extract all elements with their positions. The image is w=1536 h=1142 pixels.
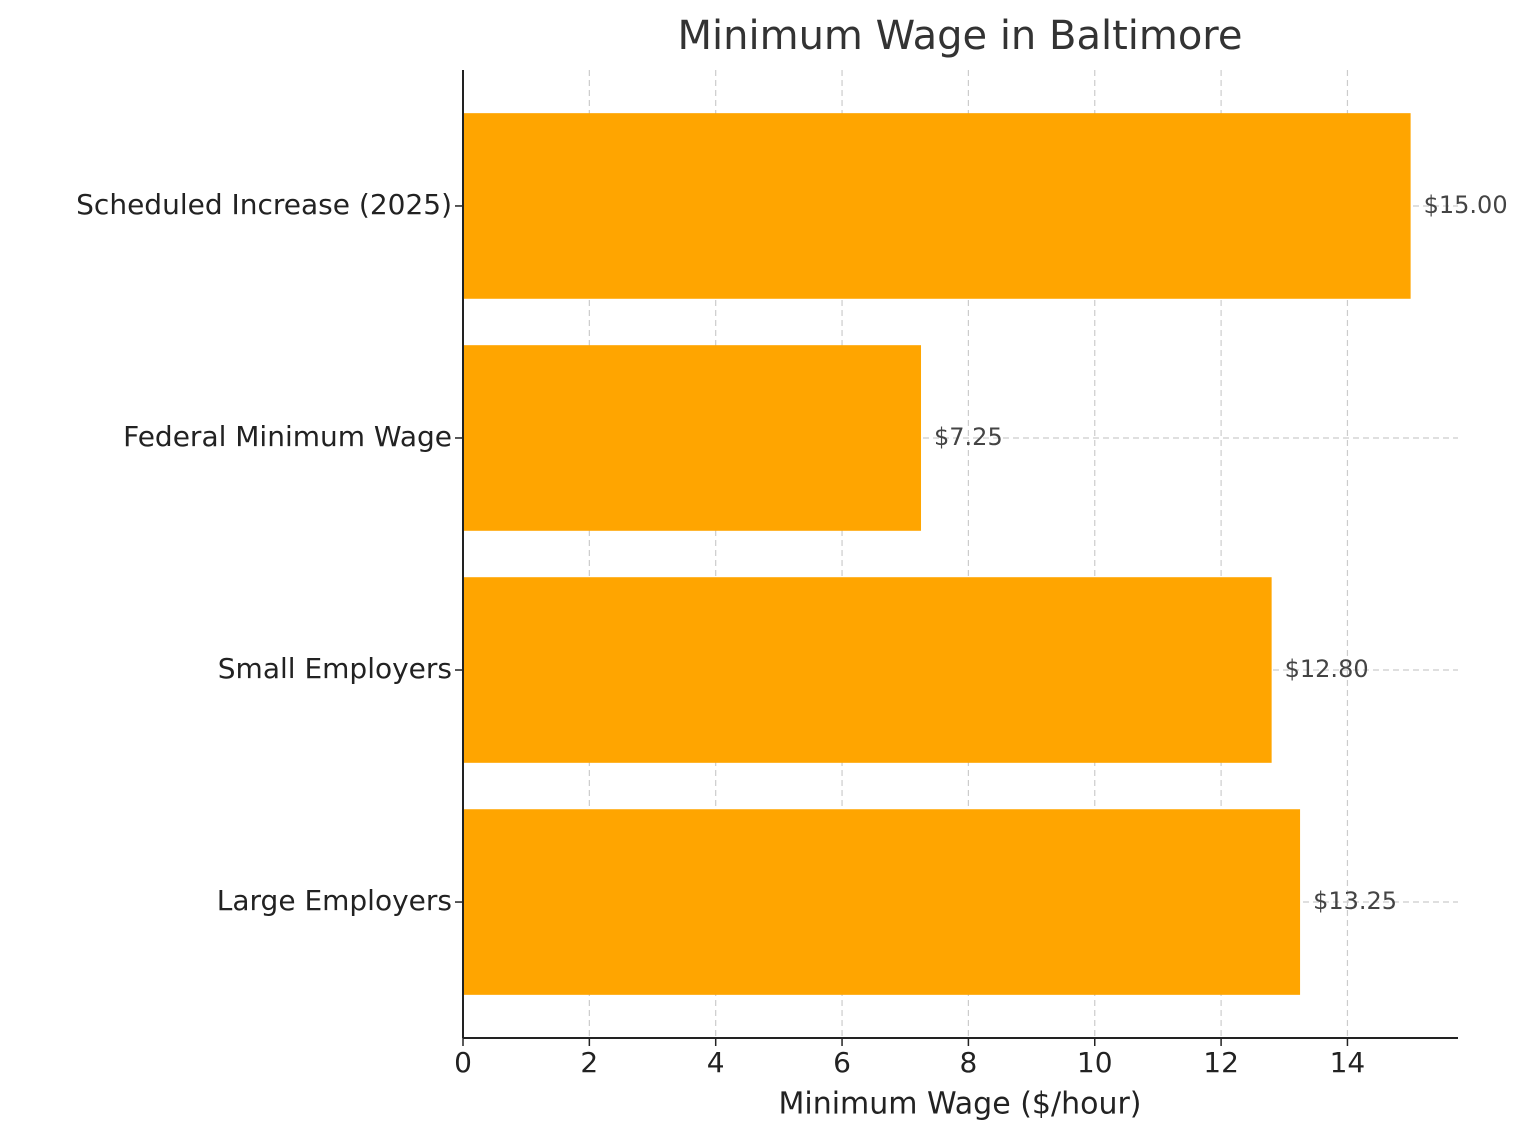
x-axis-label: Minimum Wage ($/hour) [778, 1087, 1141, 1122]
bar [463, 113, 1411, 299]
x-tick-label: 6 [833, 1046, 851, 1079]
y-tick-label: Federal Minimum Wage [123, 420, 452, 453]
x-tick-label: 10 [1077, 1046, 1113, 1079]
bar [463, 577, 1272, 763]
bar [463, 345, 922, 531]
y-tick-label: Small Employers [218, 652, 452, 685]
y-tick-label: Scheduled Increase (2025) [76, 188, 452, 221]
bar [463, 809, 1301, 995]
x-tick-label: 8 [959, 1046, 977, 1079]
value-label: $15.00 [1424, 191, 1508, 219]
chart-title: Minimum Wage in Baltimore [678, 13, 1243, 59]
x-tick-label: 12 [1203, 1046, 1239, 1079]
x-tick-label: 4 [707, 1046, 725, 1079]
x-tick-label: 2 [580, 1046, 598, 1079]
value-label: $12.80 [1285, 655, 1369, 683]
y-tick-label: Large Employers [217, 884, 452, 917]
x-tick-label: 0 [454, 1046, 472, 1079]
value-label: $13.25 [1313, 887, 1397, 915]
x-tick-label: 14 [1330, 1046, 1366, 1079]
value-label: $7.25 [934, 423, 1003, 451]
